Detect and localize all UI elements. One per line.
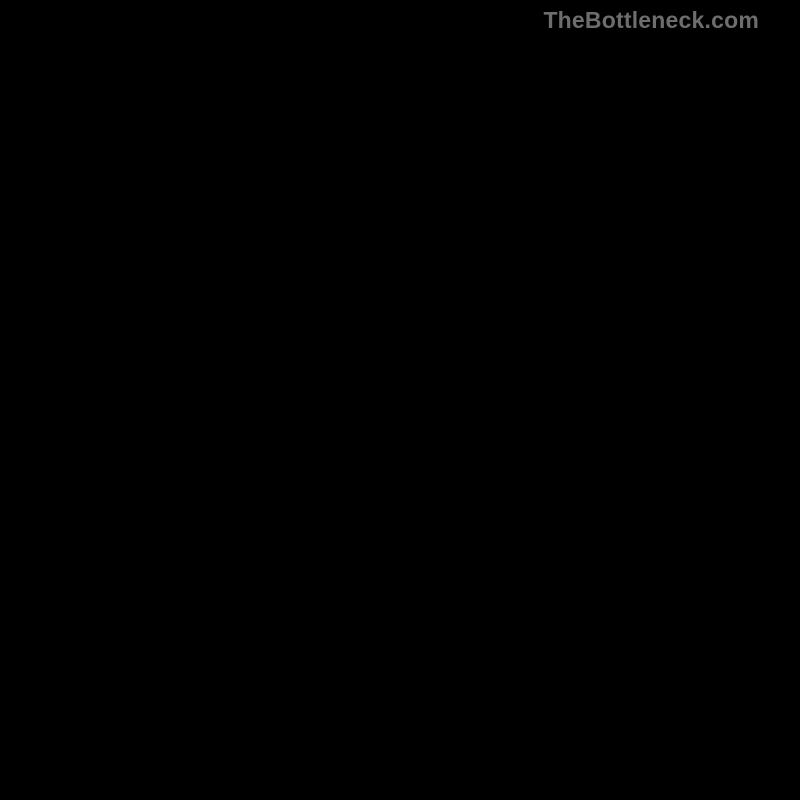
watermark-label: TheBottleneck.com	[543, 7, 759, 34]
outer-frame	[0, 0, 800, 800]
